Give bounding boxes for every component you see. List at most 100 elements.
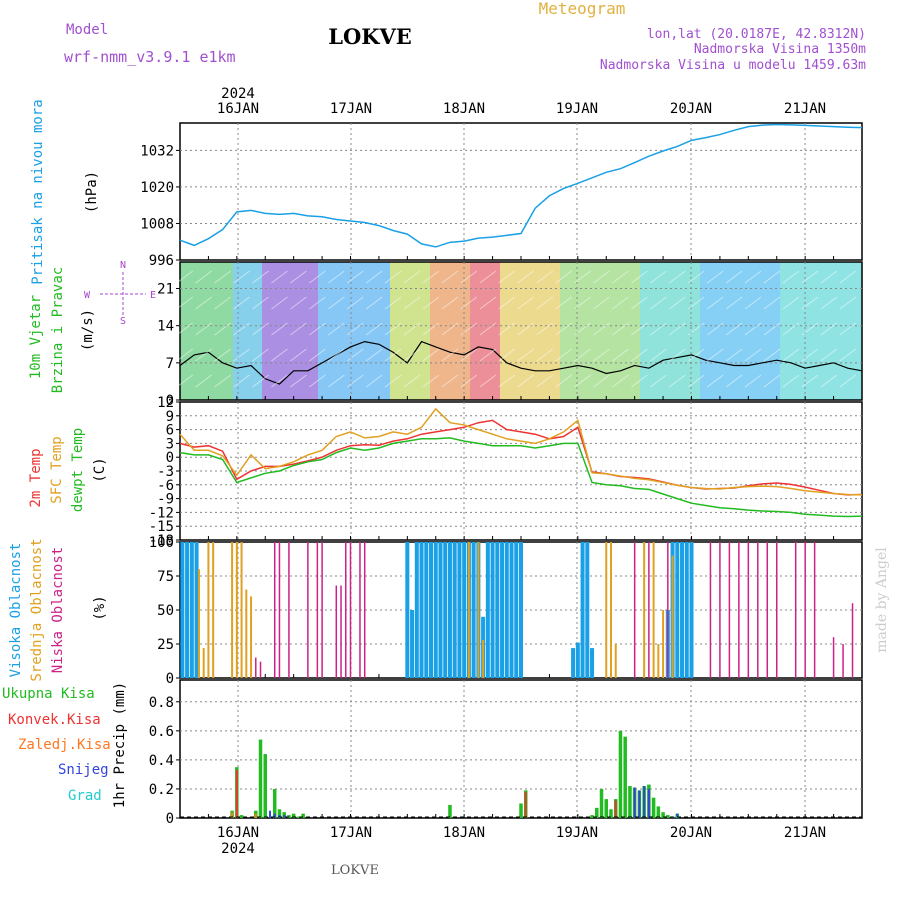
panel-frame (179, 679, 863, 819)
wind-color-band (180, 262, 233, 400)
wind-barb (744, 296, 762, 310)
cloud-bar (207, 542, 210, 678)
cloud-bar (738, 542, 740, 678)
wind-barb (479, 322, 497, 336)
model-name: wrf-nmm_v3.9.1 e1km (64, 48, 236, 66)
y-tick-label: 0.6 (149, 724, 174, 740)
wind-barb (290, 348, 307, 362)
wind-barb (574, 322, 591, 336)
wind-barb (574, 374, 591, 388)
wind-barb (536, 296, 553, 310)
wind-barb (479, 348, 497, 362)
wind-barb (422, 322, 440, 336)
wind-barb (555, 270, 572, 284)
wind-barb (460, 296, 478, 310)
cloud-bar (180, 542, 185, 678)
wind-barb (460, 374, 478, 388)
wind-barb (195, 270, 212, 284)
wind-barb (668, 270, 686, 284)
wind-barb (460, 270, 478, 284)
cloud-bar (671, 555, 674, 678)
cloud-bar (728, 542, 731, 678)
bottom-day-label: 18JAN (443, 825, 485, 841)
pressure-title: Pritisak na nivou mora (30, 99, 46, 284)
wind-barb (271, 322, 288, 336)
wind-barb (422, 270, 440, 284)
precip-bar (296, 816, 301, 818)
y-tick-label: 0 (166, 450, 174, 466)
cloud-bar (504, 542, 509, 678)
precip-bar (647, 788, 650, 818)
precip-bar (519, 803, 523, 818)
cloud-bar (471, 542, 476, 678)
wind-barb (498, 270, 516, 284)
cloud-bar (804, 542, 806, 678)
wind-barb (290, 270, 307, 284)
wind-barb (214, 322, 231, 336)
wind-barb (517, 296, 535, 310)
wind-barb (479, 374, 497, 388)
wind-barb (176, 322, 194, 336)
wind-barb (536, 348, 553, 362)
temp-title: 2m Temp (28, 448, 44, 507)
wind-barb (498, 348, 516, 362)
cloud-bar (240, 542, 243, 678)
wind-barb (801, 296, 819, 310)
wind-barb (309, 348, 326, 362)
cloud-bar (477, 542, 480, 678)
wind-barb (252, 322, 269, 336)
cloud-bar (189, 542, 194, 678)
cloud-bar (605, 542, 608, 678)
y-tick-label: 3 (166, 436, 174, 452)
y-tick-label: 14 (157, 319, 174, 335)
wind-barb (687, 322, 705, 336)
wind-barb (214, 374, 231, 388)
wind-barb (763, 296, 781, 310)
dir-n-label: N (120, 260, 126, 271)
wind-barb (327, 322, 345, 336)
wind-barb (365, 322, 383, 336)
precip-bar (628, 786, 632, 818)
precip-bar (273, 813, 276, 818)
wind-barb (574, 296, 591, 310)
wind-barb (706, 348, 724, 362)
dir-w-label: W (84, 290, 91, 301)
wind-barb (309, 270, 326, 284)
wind-barb (839, 348, 857, 362)
cloud-bar (509, 542, 514, 678)
y-tick-label: 1032 (140, 143, 174, 159)
wind-barb (782, 322, 800, 336)
y-tick-label: 0.8 (149, 695, 174, 711)
cloud-bar (443, 542, 448, 678)
precip-bar (272, 788, 277, 818)
wind-barb (725, 374, 743, 388)
cloud-bar (747, 542, 750, 678)
precip-legend-item: Snijeg (58, 762, 109, 778)
temp-unit: (C) (92, 457, 108, 482)
wind-barb (839, 296, 857, 310)
footer-station: LOKVE (331, 863, 379, 878)
precip-bar (263, 754, 267, 818)
cloud-bar (345, 542, 347, 678)
wind-barb (706, 296, 724, 310)
wind-barb (441, 374, 459, 388)
wind-barb (687, 296, 705, 310)
wind-barb (460, 322, 478, 336)
model-elevation-text: Nadmorska Visina u modelu 1459.63m (600, 58, 866, 73)
wind-color-band (640, 262, 700, 400)
cloud-bar (662, 610, 665, 678)
y-tick-label: 9 (166, 409, 174, 425)
wind-barb (441, 322, 459, 336)
precip-bar (277, 809, 282, 818)
wind-barb (612, 322, 629, 336)
y-tick-label: 25 (157, 637, 174, 653)
precip-bar (638, 790, 641, 818)
cloud-bar (482, 639, 485, 678)
credit-text: made by Angel (874, 547, 890, 653)
wind-barb (271, 374, 288, 388)
bottom-day-label: 20JAN (670, 825, 712, 841)
sfc-title: SFC Temp (49, 436, 65, 503)
wind-barb (820, 322, 838, 336)
cloud-bar (321, 542, 323, 678)
temp-line-1 (179, 407, 863, 496)
